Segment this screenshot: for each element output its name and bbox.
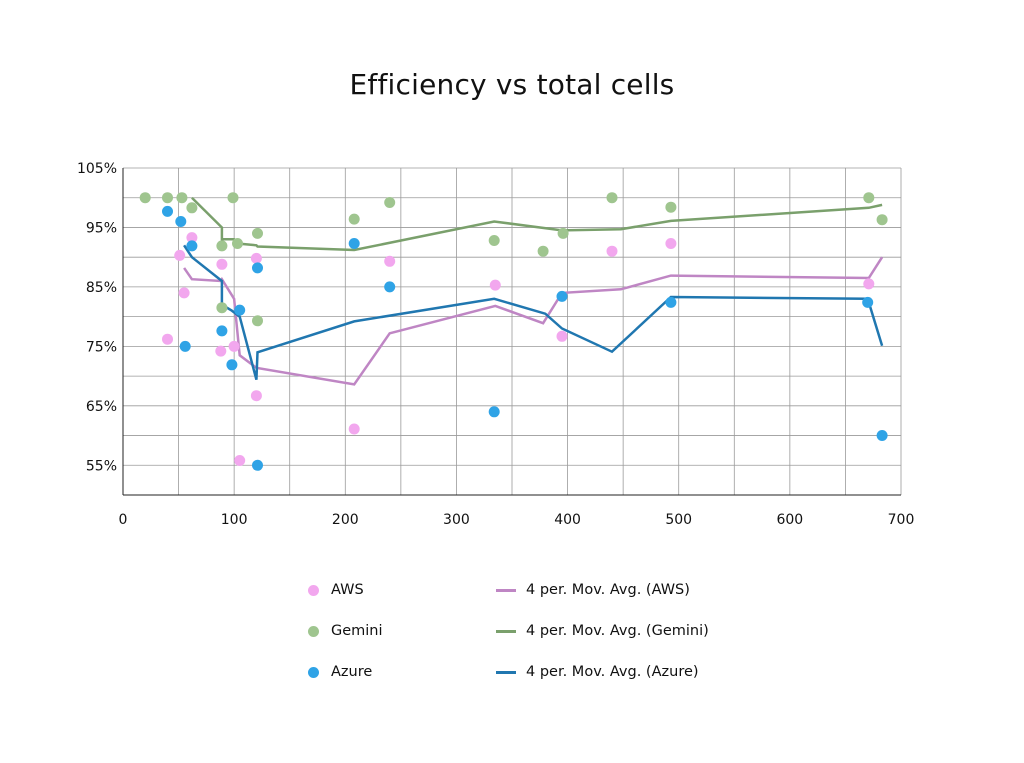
data-point-gemini [232,238,243,249]
data-point-aws [489,279,501,291]
legend-label-azure-trend: 4 per. Mov. Avg. (Azure) [526,664,699,680]
data-point-gemini [216,240,228,252]
data-point-azure [252,459,263,471]
legend-label-gemini: Gemini [331,623,383,639]
y-tick-label: 85% [86,280,117,296]
data-point-gemini [537,245,549,257]
data-point-gemini [252,315,263,327]
data-point-aws [215,345,227,357]
axes: 55% 65% 75% 85% 95% 105% 0 100 200 300 400 500 600 70… [77,161,914,528]
x-tick-label: 400 [554,512,581,528]
y-tick-label: 95% [86,220,117,236]
data-point-gemini [162,192,173,204]
x-tick-label: 100 [221,512,248,528]
chart-title: Efficiency vs total cells [349,68,675,101]
data-point-azure [179,340,191,352]
data-point-aws [178,287,190,299]
data-points [139,192,888,471]
trendlines [183,196,884,386]
legend-label-aws: AWS [331,582,364,598]
trendline-4-per-mov-avg-azure [183,244,884,381]
data-point-aws [348,423,360,435]
legend: AWS Gemini Azure 4 per. Mov. Avg. (AWS) … [300,578,760,698]
data-point-aws [234,455,246,466]
data-point-aws [250,390,262,402]
x-tick-label: 700 [888,512,915,528]
data-point-gemini [488,235,500,246]
data-point-azure [862,296,874,308]
data-point-aws [186,232,198,244]
legend-label-aws-trend: 4 per. Mov. Avg. (AWS) [526,582,690,598]
data-point-aws [606,245,618,257]
legend-item-aws: AWS [308,582,364,598]
x-tick-label: 0 [119,512,128,528]
data-point-gemini [876,214,888,226]
x-tick-label: 300 [443,512,470,528]
y-tick-label: 105% [77,161,117,177]
legend-marker-azure-trend [496,670,516,674]
x-tick-label: 500 [665,512,692,528]
data-point-azure [252,262,263,274]
y-tick-label: 65% [86,399,117,415]
data-point-gemini [139,192,151,204]
grid [123,167,902,495]
data-point-aws [665,238,677,249]
data-point-azure [876,430,888,441]
trendline-4-per-mov-avg-gemini [191,196,883,252]
y-tick-label: 55% [86,458,117,474]
legend-marker-gemini-trend [496,629,516,633]
legend-marker-aws-trend [496,588,516,592]
data-point-azure [348,238,360,249]
data-point-gemini [863,192,875,204]
legend-label-azure: Azure [331,664,373,680]
data-point-aws [162,333,173,345]
data-point-aws [250,252,262,264]
data-point-gemini [384,197,396,208]
data-point-gemini [252,227,263,239]
data-point-gemini [216,302,228,314]
data-point-azure [234,304,246,316]
data-point-azure [162,205,173,217]
legend-label-gemini-trend: 4 per. Mov. Avg. (Gemini) [526,623,709,639]
data-point-azure [216,325,228,337]
data-point-azure [488,406,500,418]
trendline-4-per-mov-avg-aws [183,256,884,386]
data-point-aws [216,258,228,270]
legend-item-gemini-trend: 4 per. Mov. Avg. (Gemini) [496,623,709,639]
data-point-azure [186,240,198,252]
data-point-gemini [186,202,198,214]
legend-marker-azure [308,666,319,678]
legend-item-azure-trend: 4 per. Mov. Avg. (Azure) [496,664,699,680]
data-point-gemini [176,192,188,204]
data-point-gemini [557,227,569,239]
legend-item-aws-trend: 4 per. Mov. Avg. (AWS) [496,582,690,598]
data-point-gemini [227,192,239,204]
data-point-azure [226,359,238,371]
data-point-gemini [665,201,677,213]
x-tick-label: 200 [332,512,359,528]
data-point-aws [384,255,396,267]
legend-item-azure: Azure [308,664,372,680]
legend-marker-gemini [308,625,319,637]
data-point-aws [228,340,240,352]
data-point-aws [863,278,875,290]
data-point-azure [384,281,396,293]
data-point-azure [556,290,568,302]
data-point-aws [174,249,186,261]
data-point-gemini [606,192,618,204]
legend-item-gemini: Gemini [308,623,383,639]
x-tick-label: 600 [776,512,803,528]
legend-marker-aws [308,584,319,596]
data-point-aws [556,330,568,342]
data-point-azure [665,296,677,308]
y-tick-label: 75% [86,339,117,355]
data-point-azure [175,216,187,227]
data-point-gemini [348,213,360,225]
